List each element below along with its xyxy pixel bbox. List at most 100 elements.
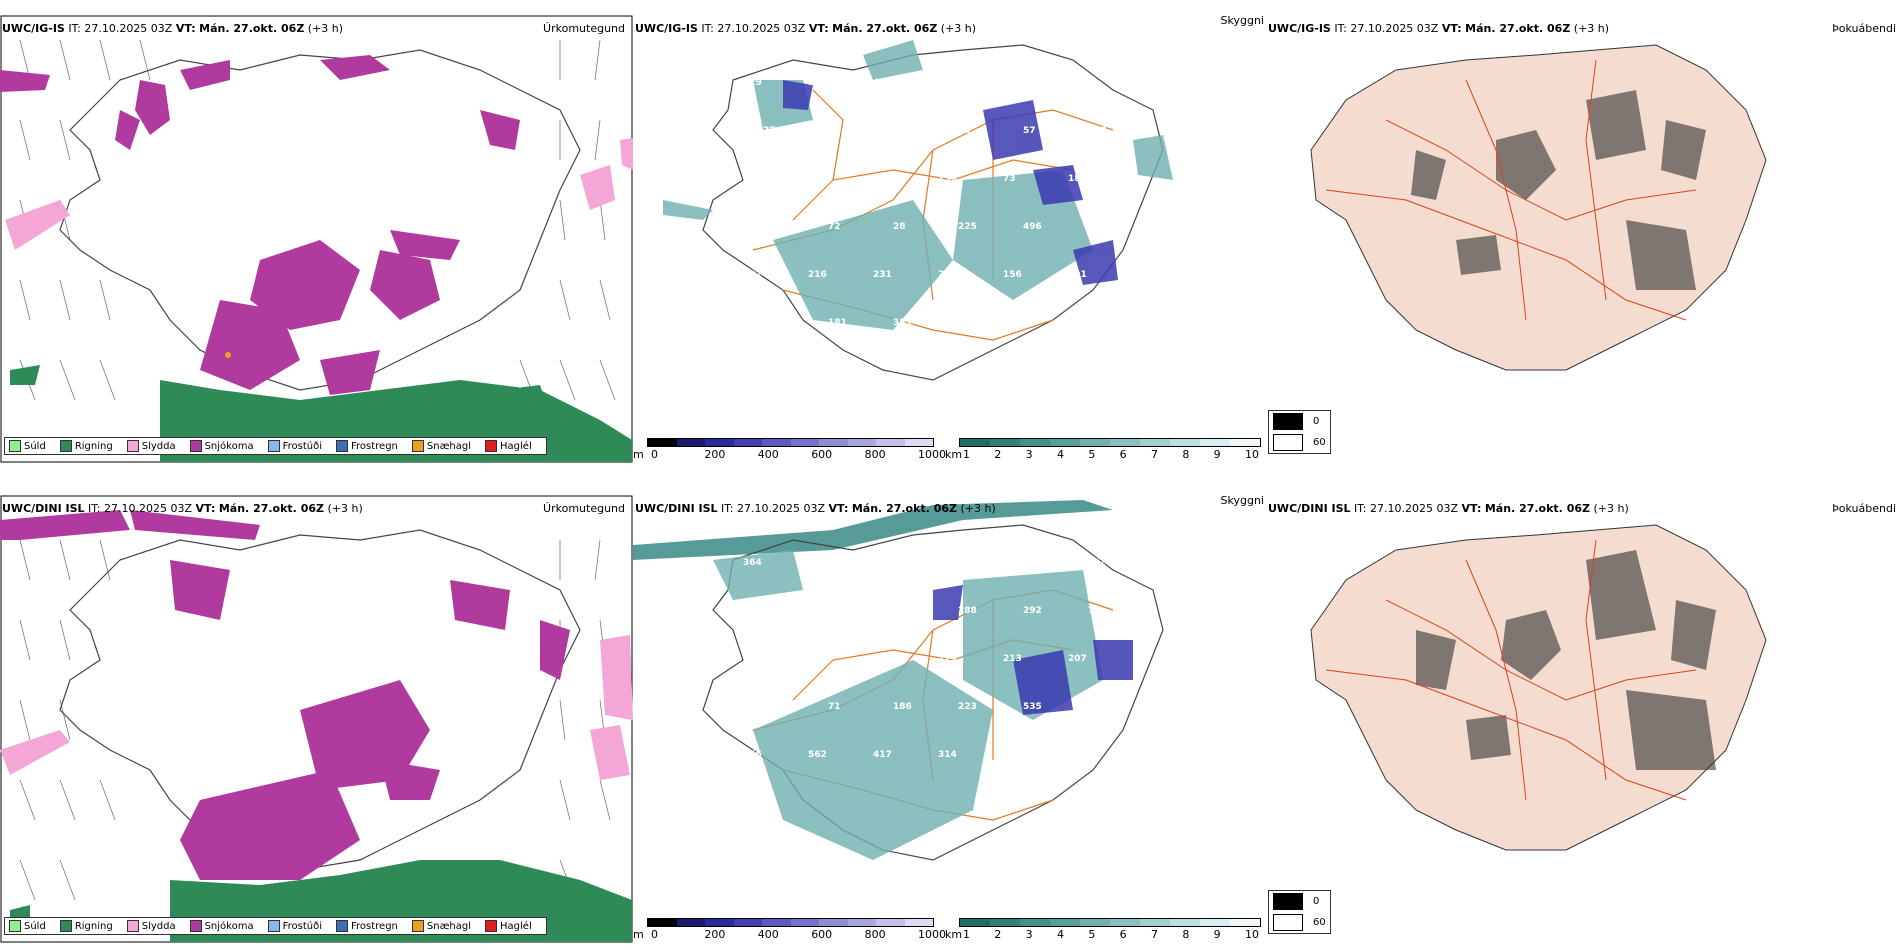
cloud-base-label: 54: [763, 606, 776, 616]
colorbar-tick: 10: [1245, 448, 1259, 461]
fog-shading: [1411, 90, 1706, 290]
colorbar-tick: 3: [1025, 928, 1033, 941]
colorbar-tick: 7: [1151, 448, 1158, 461]
colorbar-tick: 5: [1088, 928, 1096, 941]
legend-swatch: [59, 920, 72, 932]
cloud-base-label: 72: [828, 222, 841, 232]
legend-swatch: [336, 440, 348, 452]
legend-item: Snjókoma: [189, 440, 254, 452]
cloud-base-label: 314: [938, 750, 957, 760]
iceland-outline: [59, 529, 581, 871]
fog-legend-swatch: [1273, 413, 1303, 430]
fog-index-map: [1310, 44, 1767, 371]
legend-swatch: [336, 920, 348, 932]
cloud-base-label: 136: [938, 174, 957, 184]
colorbar-tick: 600: [811, 448, 833, 461]
cloud-base-label: 225: [958, 222, 977, 232]
legend-item: Frostúði: [267, 440, 322, 452]
fog-title: Þokuábendi: [1832, 22, 1896, 35]
cloud-base-label: 288: [958, 606, 977, 616]
cloud-base-label: 77: [763, 126, 776, 136]
cloud-base-label: 146: [1088, 702, 1107, 712]
row1-precip-header: UWC/IG-IS IT: 27.10.2025 03Z VT: Mán. 27…: [2, 22, 344, 35]
cloud-base-label: 42: [763, 702, 776, 712]
legend-label: Frostúði: [282, 920, 322, 932]
legend-label: Rigning: [74, 920, 113, 932]
cloud-base-label: 38: [1003, 750, 1016, 760]
legend-label: Súld: [24, 440, 46, 452]
cloud-base-label: 185: [1068, 174, 1087, 184]
fog-panel-row2: UWC/DINI ISL IT: 27.10.2025 03Z VT: Mán.…: [1266, 480, 1900, 950]
colorbar-tick: 4: [1057, 448, 1064, 461]
cloud-base-label: 417: [873, 750, 892, 760]
cloud-base-labels: 364 282 127 419 91 384462 54 24 137 288 292 77 216 20…: [743, 558, 1107, 760]
cloud-base-label: 563: [808, 78, 827, 88]
cloud-base-label: 318: [1088, 126, 1107, 136]
cloud-base-label: 216: [743, 654, 762, 664]
cloud-base-label: 279: [938, 654, 957, 664]
precip-type-map: [0, 15, 633, 463]
cloud-base-label: 223: [958, 702, 977, 712]
cloud-base-label: 956: [743, 750, 762, 760]
low-cloud: [783, 80, 1118, 285]
colorbar-tick: 3: [1025, 448, 1033, 461]
cloud-base-label: 156: [1003, 270, 1022, 280]
legend-label: Frostúði: [282, 440, 322, 452]
colorbar-tick: 8: [1182, 928, 1190, 941]
legend-label: Súld: [24, 920, 46, 932]
legend-item: Súld: [9, 920, 46, 932]
colorbar-strip: [959, 438, 1261, 447]
colorbar-unit: m: [633, 928, 644, 941]
colorbar-tick: 200: [704, 928, 726, 941]
cloud-base-label: 54: [938, 78, 951, 88]
cloud-base-label: 329: [743, 78, 762, 88]
legend-swatch: [9, 440, 21, 452]
iceland-outline: [702, 524, 1164, 861]
legend-label: Snæhagl: [426, 440, 472, 452]
colorbar-strip: [647, 438, 934, 447]
fog-title: Þokuábendi: [1832, 502, 1896, 515]
legend-item: Rigning: [59, 920, 113, 932]
colorbar-tick: 7: [1151, 928, 1158, 941]
legend-swatch: [485, 440, 498, 452]
legend-item: Slydda: [126, 920, 176, 932]
visibility-colorbar: km 1 2 3 4 5 6 7 8 9 10: [945, 438, 1265, 465]
legend-swatch: [59, 440, 72, 452]
colorbar-tick: 6: [1119, 448, 1127, 461]
cloud-base-label: 127: [873, 558, 892, 568]
fog-legend-row1: 0 60: [1268, 410, 1331, 454]
cloud-panel-row2: 364 282 127 419 91 384462 54 24 137 288 292 77 216 20…: [633, 480, 1266, 950]
row1-cloud-header: UWC/IG-IS IT: 27.10.2025 03Z VT: Mán. 27…: [635, 22, 977, 35]
row2-fog-header: UWC/DINI ISL IT: 27.10.2025 03Z VT: Mán.…: [1268, 502, 1629, 515]
visibility-fog: [713, 550, 1103, 860]
cloud-base-label: 33: [1003, 78, 1016, 88]
cloud-base-label: 384462: [1068, 558, 1106, 568]
precip-type-title: Úrkomutegund: [543, 22, 625, 35]
colorbar-tick: 6: [1119, 928, 1127, 941]
fog-legend-row: 60: [1269, 432, 1330, 453]
cloud-base-label: 98: [1088, 222, 1101, 232]
colorbar-strip: [959, 918, 1261, 927]
sleet-areas: [5, 138, 633, 250]
cloud-base-label: 77: [1088, 606, 1101, 616]
colorbar-tick: 9: [1213, 928, 1221, 941]
cloud-base-label: 48: [828, 126, 841, 136]
iceland-outline: [59, 49, 581, 391]
legend-label: Rigning: [74, 440, 113, 452]
legend-label: Snjókoma: [204, 440, 254, 452]
cloud-base-label: 266: [763, 318, 782, 328]
colorbar-tick: 0: [651, 928, 658, 941]
cloud-base-label: 91: [1003, 558, 1016, 568]
fog-legend-label: 0: [1313, 896, 1320, 907]
cloud-base-label: 419: [938, 558, 957, 568]
cloud-title: Skyggni: [1220, 14, 1264, 27]
legend-item: Frostúði: [267, 920, 322, 932]
cloud-base-label: 364: [743, 558, 762, 568]
colorbar-strip: [647, 918, 934, 927]
cloud-base-label: 318: [763, 222, 782, 232]
fog-legend-row: 0: [1269, 411, 1330, 432]
low-cloud: [933, 585, 1133, 715]
precip-type-map: [0, 495, 633, 943]
colorbar-unit: km: [945, 928, 963, 941]
cloud-base-label: 181: [828, 318, 847, 328]
